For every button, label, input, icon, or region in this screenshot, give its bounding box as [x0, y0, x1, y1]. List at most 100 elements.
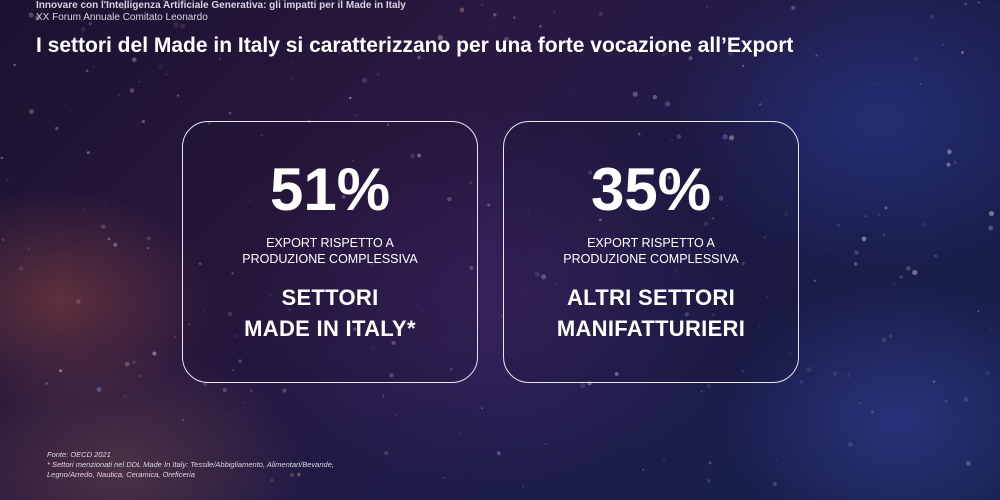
bokeh-dot [553, 10, 556, 14]
bokeh-dot [145, 485, 147, 487]
bokeh-dot [348, 96, 352, 100]
footnote-note: * Settori menzionati nel DDL Made In Ita… [47, 460, 334, 469]
bokeh-dot [459, 432, 462, 434]
bokeh-dot [887, 171, 890, 174]
bokeh-dot [799, 379, 804, 384]
bokeh-dot [487, 203, 491, 207]
bokeh-dot [978, 1, 980, 4]
footnote-source: Fonte: OECD 2021 [47, 450, 111, 459]
bokeh-dot [632, 91, 638, 97]
bokeh-dot [989, 328, 992, 331]
bokeh-dot [941, 43, 945, 46]
bokeh-dot [282, 388, 287, 393]
bokeh-dot [86, 151, 90, 155]
stat-label-line: MADE IN ITALY* [244, 316, 416, 341]
bokeh-dot [520, 111, 523, 113]
bokeh-dot [964, 2, 968, 6]
bokeh-dot [384, 450, 389, 456]
bokeh-dot [609, 58, 613, 61]
bokeh-dot [481, 3, 484, 6]
bokeh-dot [988, 225, 994, 231]
bokeh-dot [103, 201, 106, 204]
bokeh-dot [983, 131, 985, 133]
bokeh-dot [131, 57, 137, 63]
bokeh-dot [177, 94, 180, 97]
header-event-title: Innovare con l'Intelligenza Artificiale … [36, 0, 406, 11]
bokeh-dot [28, 12, 34, 18]
bokeh-dot [871, 410, 874, 414]
footnote: Fonte: OECD 2021 * Settori menzionati ne… [47, 450, 334, 480]
bokeh-dot [906, 265, 911, 271]
bokeh-dot [27, 247, 31, 250]
bokeh-dot [843, 139, 845, 141]
bokeh-dot [864, 214, 867, 218]
bokeh-dot [228, 111, 232, 115]
bokeh-dot [854, 250, 859, 255]
bokeh-dot [152, 351, 157, 356]
bokeh-dot [55, 126, 59, 130]
bokeh-dot [180, 23, 186, 29]
bokeh-dot [113, 242, 118, 247]
bokeh-dot [83, 208, 86, 210]
bokeh-dot [174, 335, 177, 339]
bokeh-dot [871, 211, 873, 213]
bokeh-dot [250, 389, 253, 392]
bokeh-dot [93, 66, 95, 68]
bokeh-dot [44, 381, 49, 385]
stat-label: ALTRI SETTORI MANIFATTURIERI [504, 282, 798, 344]
bokeh-dot [18, 266, 24, 271]
bokeh-dot [922, 222, 927, 228]
bokeh-dot [905, 399, 907, 402]
footnote-note: Legno/Arredo, Nautica, Ceramica, Orefice… [47, 470, 195, 479]
bokeh-dot [663, 458, 665, 461]
bokeh-dot [773, 482, 777, 486]
bokeh-dot [861, 236, 867, 242]
bokeh-dot [706, 383, 711, 389]
bokeh-dot [459, 7, 465, 13]
bokeh-dot [878, 214, 880, 216]
bokeh-dot [76, 299, 81, 304]
bokeh-dot [443, 476, 446, 479]
bokeh-dot [243, 401, 245, 404]
bokeh-dot [775, 459, 778, 461]
bokeh-dot [382, 394, 385, 397]
bokeh-dot [580, 382, 586, 389]
bokeh-dot [117, 93, 120, 97]
bokeh-dot [361, 77, 368, 84]
bokeh-dot [960, 50, 965, 54]
bokeh-dot [946, 149, 952, 155]
bokeh-dot [963, 396, 969, 402]
bokeh-dot [480, 407, 483, 410]
bokeh-dot [486, 228, 488, 230]
bokeh-dot [59, 369, 63, 373]
bokeh-dot [813, 279, 817, 282]
bokeh-dot [132, 360, 136, 364]
bokeh-dot [665, 101, 671, 107]
bokeh-dot [707, 478, 711, 483]
bokeh-dot [806, 367, 812, 373]
bokeh-dot [146, 163, 148, 166]
bokeh-dot [441, 6, 443, 8]
bokeh-dot [881, 337, 886, 342]
bokeh-dot [854, 262, 858, 266]
bokeh-dot [966, 461, 971, 466]
bokeh-dot [80, 26, 86, 32]
bokeh-dot [998, 6, 1000, 8]
bokeh-dot [492, 24, 496, 28]
bokeh-dot [883, 234, 886, 237]
bokeh-dot [538, 24, 542, 28]
stat-description-line: PRODUZIONE COMPLESSIVA [563, 252, 739, 266]
slide-title: I settori del Made in Italy si caratteri… [36, 34, 794, 57]
bokeh-dot [653, 3, 655, 5]
bokeh-dot [0, 156, 3, 160]
bokeh-dot [138, 374, 141, 378]
bokeh-dot [141, 119, 145, 124]
bokeh-dot [138, 80, 141, 83]
bokeh-dot [124, 361, 130, 367]
bokeh-dot [146, 236, 151, 241]
bokeh-dot [493, 12, 497, 17]
bokeh-dot [700, 390, 703, 393]
header-forum-name: XX Forum Annuale Comitato Leonardo [36, 12, 208, 23]
bokeh-dot [292, 61, 294, 63]
